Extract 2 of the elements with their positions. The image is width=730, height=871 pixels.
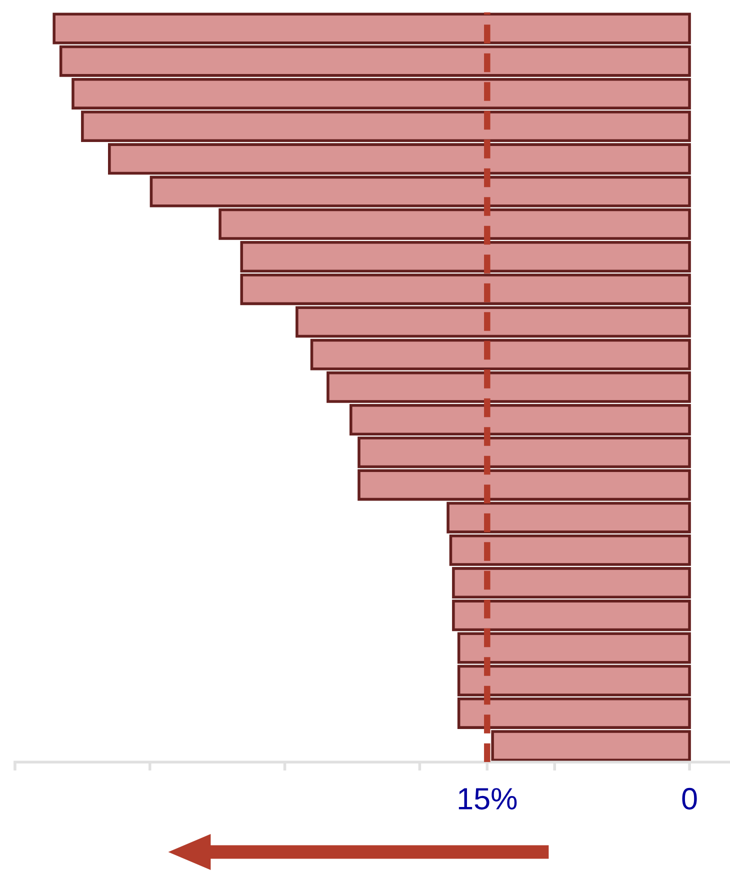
- x-tick-label: 15%: [458, 788, 517, 810]
- x-tick-label: 0: [682, 788, 697, 810]
